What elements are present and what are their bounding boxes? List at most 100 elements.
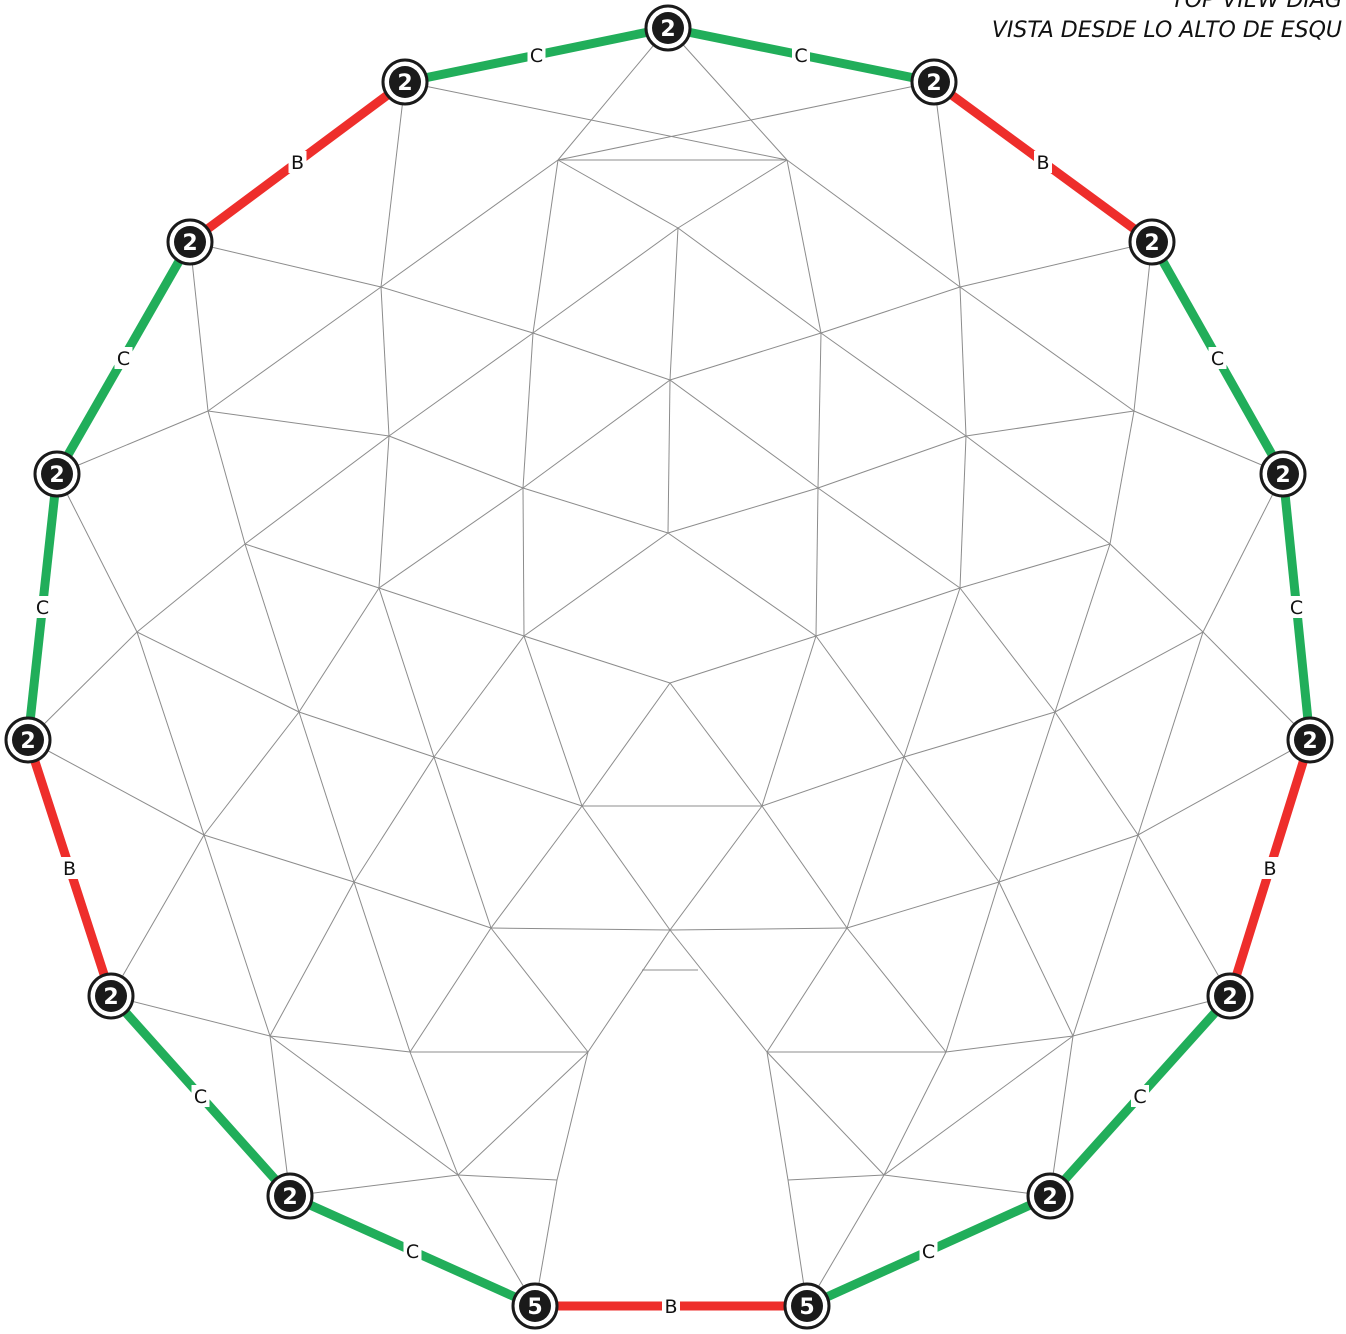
hub-label: 2 <box>926 71 941 96</box>
frame-line <box>959 435 967 589</box>
frame-line <box>522 332 534 489</box>
frame-line <box>846 881 1000 929</box>
frame-line <box>669 379 819 489</box>
frame-line <box>203 711 300 836</box>
frame-line <box>110 834 205 997</box>
hub-disc <box>1034 1180 1066 1212</box>
strut-label-bg <box>60 857 79 879</box>
hub-disc <box>12 724 44 756</box>
frame-line <box>207 410 246 545</box>
frame-line <box>380 286 534 334</box>
frame-line <box>883 1051 947 1176</box>
strut-c: C <box>53 239 194 477</box>
hub: 2 <box>4 716 52 764</box>
frame-line <box>965 410 1135 437</box>
strut-label: C <box>117 348 130 370</box>
strut-label: C <box>1290 597 1303 619</box>
frame-line <box>433 635 525 758</box>
hub: 2 <box>910 58 958 106</box>
strut-c: C <box>1148 239 1287 477</box>
frame-line <box>846 927 947 1053</box>
hub-label: 2 <box>182 231 197 256</box>
frame-line <box>557 81 935 161</box>
frame-line <box>786 159 961 288</box>
frame-line <box>244 543 300 713</box>
strut-b: B <box>931 78 1155 246</box>
frame-line <box>883 1035 1074 1176</box>
frame-line <box>761 805 848 929</box>
frame-line <box>766 927 848 1053</box>
hub: 2 <box>1259 450 1307 498</box>
frame-line <box>1133 410 1284 475</box>
frame-line <box>817 487 961 589</box>
hub-disc <box>652 12 684 44</box>
strut-label-bg <box>1131 1085 1149 1107</box>
frame-line <box>669 635 817 684</box>
frame-line <box>1109 543 1204 633</box>
frame-line <box>56 473 138 633</box>
frame-line <box>457 1174 558 1181</box>
strut-b: B <box>23 738 116 998</box>
frame-line <box>409 927 492 1053</box>
frame-line <box>1137 739 1311 836</box>
hub-label: 2 <box>1042 1185 1057 1210</box>
frame-line <box>1133 241 1153 412</box>
hub: 2 <box>166 218 214 266</box>
strut-label-bg <box>288 151 307 173</box>
hub: 2 <box>644 4 692 52</box>
strut-label-bg <box>114 347 133 369</box>
frame-line <box>1054 543 1111 713</box>
frame-line <box>136 631 300 713</box>
frame-line <box>959 587 1056 713</box>
frame-line <box>244 435 390 545</box>
frame-line <box>207 410 390 437</box>
strut-label-bg <box>527 44 546 66</box>
strut-c: C <box>805 1191 1052 1311</box>
hub: 2 <box>1286 716 1334 764</box>
frame-line <box>522 487 669 534</box>
frame-line <box>959 286 967 437</box>
frame-line <box>523 635 583 807</box>
strut-label: C <box>530 45 543 67</box>
strut-c: C <box>404 23 669 87</box>
frame-line <box>786 159 822 334</box>
frame-line <box>677 159 788 229</box>
frame-line <box>1109 410 1135 545</box>
strut-label-bg <box>919 1240 938 1262</box>
frame-line <box>380 159 559 288</box>
strut-label: C <box>922 1241 935 1263</box>
frame-line <box>945 881 1000 1053</box>
frame-line <box>1137 834 1231 997</box>
hub: 2 <box>1128 218 1176 266</box>
hub-label: 2 <box>660 17 675 42</box>
frame-line <box>298 711 435 758</box>
frame-line <box>945 1035 1074 1053</box>
frame-line <box>532 332 671 381</box>
hub-label: 5 <box>799 1295 814 1320</box>
hub: 2 <box>266 1172 314 1220</box>
frame-line <box>820 332 967 437</box>
strut-label-bg <box>33 596 52 618</box>
strut-label: B <box>63 858 76 880</box>
frame-line <box>669 682 763 807</box>
strut-label: B <box>664 1296 677 1318</box>
frame-line <box>1137 631 1204 836</box>
hub: 5 <box>511 1282 559 1330</box>
frame-line <box>766 1051 885 1176</box>
hub-label: 2 <box>282 1185 297 1210</box>
strut-b: B <box>535 1295 807 1318</box>
frame-line <box>189 241 382 288</box>
hub-label: 2 <box>1275 463 1290 488</box>
frame-line <box>581 805 671 931</box>
page-header: TOP VIEW DIAG VISTA DESDE LO ALTO DE ESQ… <box>992 0 1342 46</box>
hub-label: 5 <box>527 1295 542 1320</box>
hub-disc <box>95 980 127 1012</box>
hub: 2 <box>381 58 429 106</box>
strut-label-bg <box>792 44 810 66</box>
frame-line <box>56 410 209 475</box>
hub-disc <box>519 1290 551 1322</box>
hub-label: 2 <box>103 985 118 1010</box>
frame-line <box>1054 711 1139 836</box>
frame-line <box>136 543 246 633</box>
frame-line <box>959 286 1135 412</box>
